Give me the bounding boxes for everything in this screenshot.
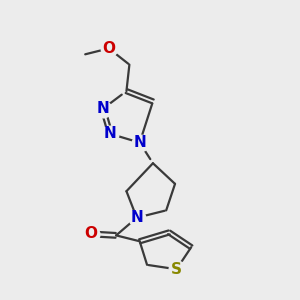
Text: O: O [85,226,98,242]
Text: N: N [133,135,146,150]
Text: N: N [130,210,143,225]
Text: N: N [104,126,117,141]
Text: S: S [171,262,182,277]
Text: N: N [97,101,109,116]
Text: O: O [102,41,115,56]
